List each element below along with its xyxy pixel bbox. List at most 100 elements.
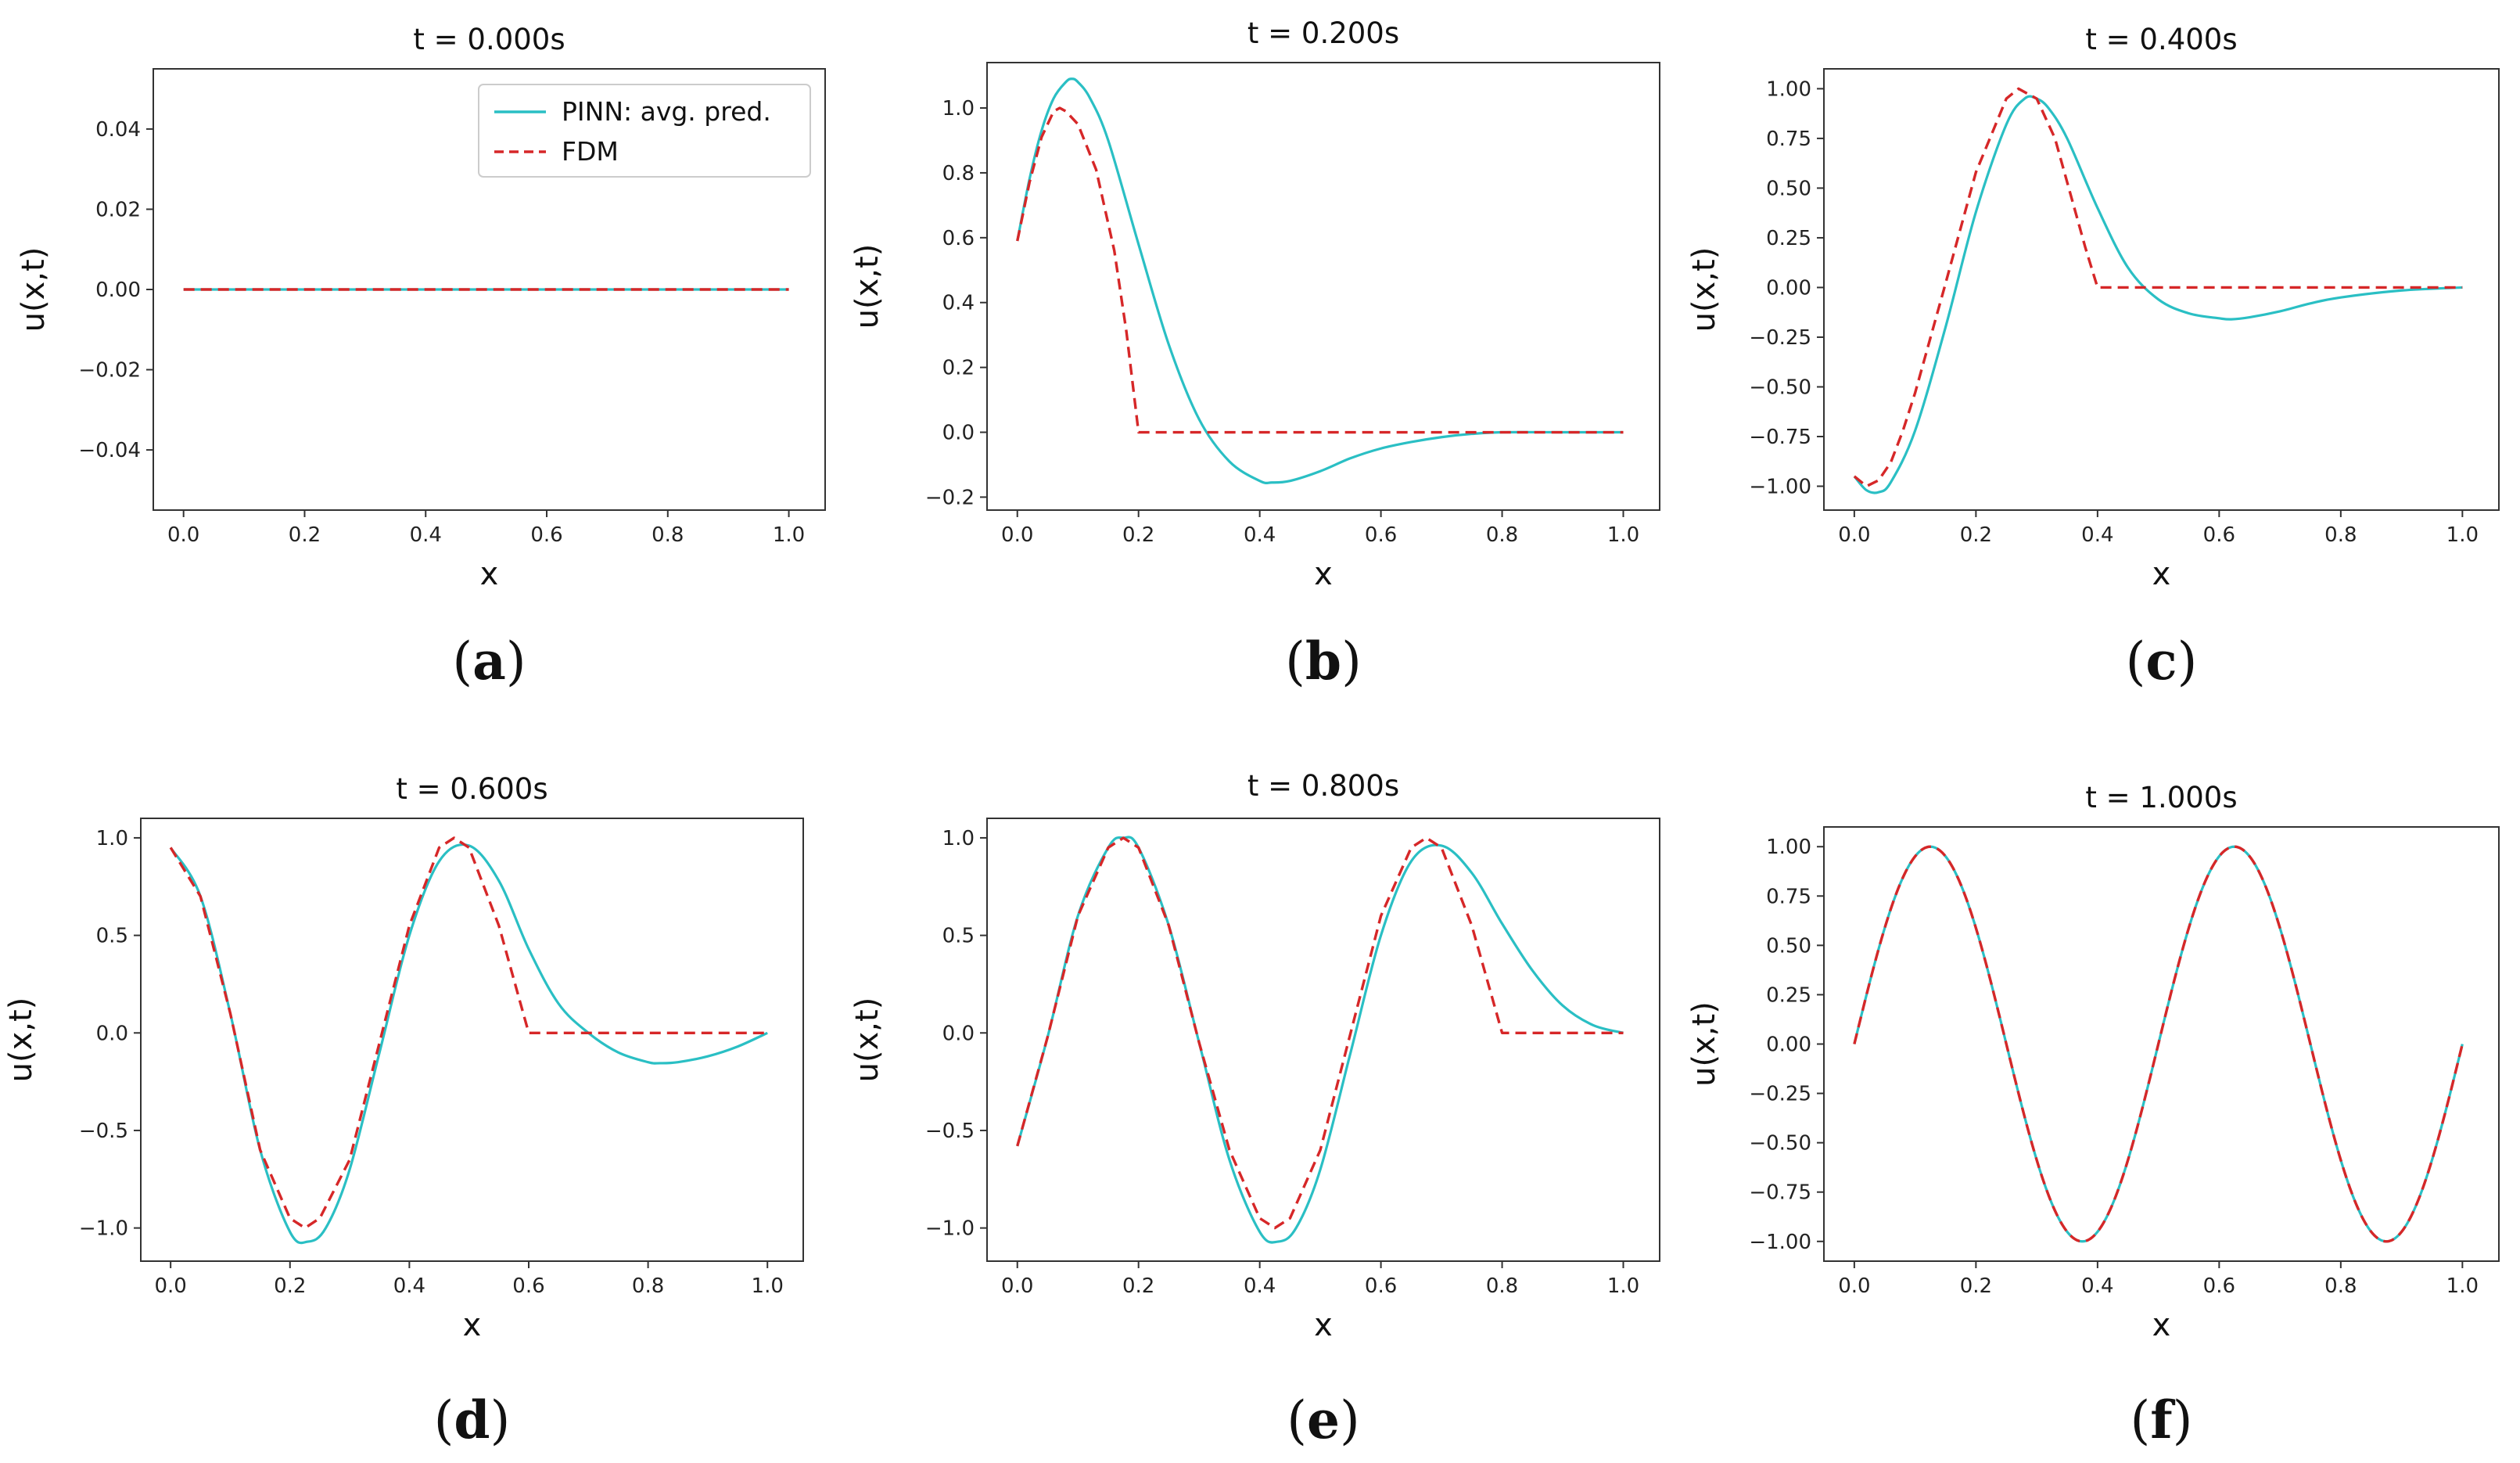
y-tick-label: 1.00 (1766, 836, 1811, 859)
x-tick-label: 0.6 (2203, 523, 2235, 547)
panel-d: t = 0.600s 0.0 0.2 0.4 0.6 0.8 1.0 1.0 0.5 0.0 −0.… (3, 772, 804, 1450)
y-tick-label: 0.75 (1766, 128, 1811, 151)
panel-a: t = 0.000s 0.0 0.2 0.4 0.6 0.8 1.0 0.04 0.02 0.00… (16, 23, 826, 692)
y-tick-label: 0.50 (1766, 934, 1811, 958)
fdm-series-line (1853, 87, 2463, 488)
y-tick-label: 0.0 (942, 1022, 975, 1045)
x-tick-label: 1.0 (773, 523, 805, 547)
x-tick-label: 0.4 (2081, 1274, 2113, 1298)
caption-letter: a (472, 631, 506, 692)
y-tick-label: 0.04 (95, 118, 141, 142)
y-tick-label: 0.02 (95, 198, 141, 221)
panel-b: t = 0.200s 0.0 0.2 0.4 0.6 0.8 1.0 1.0 0.8 0.6 0.4… (849, 16, 1660, 692)
x-tick-label: 0.0 (154, 1274, 186, 1298)
y-tick-label: −1.00 (1749, 1231, 1811, 1254)
y-axis-label: u(x,t) (1686, 247, 1722, 332)
panel-title: t = 0.200s (1247, 16, 1399, 50)
pinn-series-line (1853, 95, 2463, 494)
subfigure-caption: (a) (452, 631, 526, 692)
y-tick-label: 0.75 (1766, 885, 1811, 908)
y-tick-label: 1.0 (942, 827, 975, 850)
axes-frame (1823, 826, 2500, 1262)
caption-letter: c (2145, 631, 2177, 692)
y-tick-label: 0.8 (942, 162, 975, 185)
x-tick-label: 0.2 (1122, 1274, 1154, 1298)
fdm-series-line (1853, 845, 2464, 1243)
y-tick-label: −0.50 (1749, 376, 1811, 399)
x-tick-label: 0.6 (530, 523, 562, 547)
y-tick-label: 0.4 (942, 292, 975, 315)
y-axis-label: u(x,t) (849, 998, 885, 1083)
caption-letter: e (1307, 1389, 1340, 1450)
y-axis-label: u(x,t) (3, 998, 39, 1083)
pinn-series-line (1016, 77, 1624, 485)
x-tick-label: 0.4 (393, 1274, 425, 1298)
subfigure-caption: (e) (1287, 1389, 1360, 1450)
fdm-series-line (169, 836, 768, 1230)
subfigure-caption: (d) (434, 1389, 511, 1450)
x-tick-label: 0.0 (1838, 523, 1870, 547)
y-tick-label: 0.0 (942, 422, 975, 445)
y-tick-label: 0.00 (1766, 276, 1811, 300)
y-tick-label: 0.2 (942, 357, 975, 380)
y-tick-label: −1.0 (925, 1217, 975, 1241)
panel-title: t = 0.600s (396, 772, 547, 806)
subfigure-caption: (f) (2131, 1389, 2193, 1450)
x-tick-label: 0.4 (1244, 1274, 1276, 1298)
x-tick-label: 0.6 (1365, 1274, 1397, 1298)
subfigure-caption: (b) (1285, 631, 1362, 692)
x-tick-label: 0.8 (1486, 1274, 1518, 1298)
y-axis-label: u(x,t) (1686, 1001, 1722, 1087)
caption-letter: b (1305, 631, 1341, 692)
panel-f: t = 1.000s 0.0 0.2 0.4 0.6 0.8 1.0 1.00 0.75 0.50… (1686, 781, 2500, 1450)
x-tick-label: 0.0 (167, 523, 199, 547)
x-tick-label: 0.8 (2324, 1274, 2357, 1298)
legend-box (478, 84, 811, 178)
x-tick-label: 1.0 (2446, 523, 2479, 547)
y-tick-label: −0.04 (78, 439, 141, 462)
y-tick-label: 0.6 (942, 227, 975, 250)
x-tick-label: 0.2 (274, 1274, 306, 1298)
y-tick-label: 0.5 (96, 925, 128, 948)
legend-fdm-label: FDM (562, 136, 619, 167)
x-tick-label: 1.0 (1607, 523, 1639, 547)
x-axis-label: x (463, 1307, 482, 1343)
caption-letter: f (2150, 1389, 2175, 1450)
x-tick-label: 0.2 (1960, 523, 1992, 547)
pinn-series-line (1016, 836, 1624, 1244)
x-tick-label: 0.8 (652, 523, 684, 547)
x-tick-label: 0.6 (2203, 1274, 2235, 1298)
y-tick-label: −0.25 (1749, 326, 1811, 350)
fdm-series-line (1016, 106, 1624, 434)
x-axis-label: x (2152, 556, 2171, 592)
y-tick-label: −0.25 (1749, 1083, 1811, 1106)
panel-title: t = 0.800s (1247, 769, 1399, 803)
y-tick-label: 1.0 (96, 827, 128, 850)
y-tick-label: 0.00 (95, 279, 141, 302)
axes-frame (1823, 68, 2500, 511)
x-tick-label: 0.4 (1244, 523, 1276, 547)
x-axis-label: x (480, 556, 499, 592)
y-tick-label: −0.02 (78, 359, 141, 383)
legend: PINN: avg. pred. FDM (478, 84, 811, 178)
y-tick-label: 0.00 (1766, 1033, 1811, 1057)
y-tick-label: −0.75 (1749, 1181, 1811, 1205)
fdm-series-line (1016, 836, 1624, 1230)
x-axis-label: x (2152, 1307, 2171, 1343)
x-tick-label: 0.8 (1486, 523, 1518, 547)
y-tick-label: 0.25 (1766, 983, 1811, 1007)
panel-title: t = 0.400s (2085, 23, 2237, 56)
y-tick-label: −0.5 (925, 1120, 975, 1143)
x-tick-label: 0.2 (1960, 1274, 1992, 1298)
x-tick-label: 0.2 (1122, 523, 1154, 547)
y-tick-label: −0.50 (1749, 1132, 1811, 1156)
x-tick-label: 0.2 (289, 523, 321, 547)
x-tick-label: 0.6 (1365, 523, 1397, 547)
y-tick-label: 1.0 (942, 97, 975, 120)
x-axis-label: x (1314, 1307, 1333, 1343)
y-tick-label: 0.5 (942, 925, 975, 948)
y-tick-label: 1.00 (1766, 77, 1811, 101)
x-tick-label: 0.0 (1001, 523, 1033, 547)
y-tick-label: −1.00 (1749, 476, 1811, 499)
